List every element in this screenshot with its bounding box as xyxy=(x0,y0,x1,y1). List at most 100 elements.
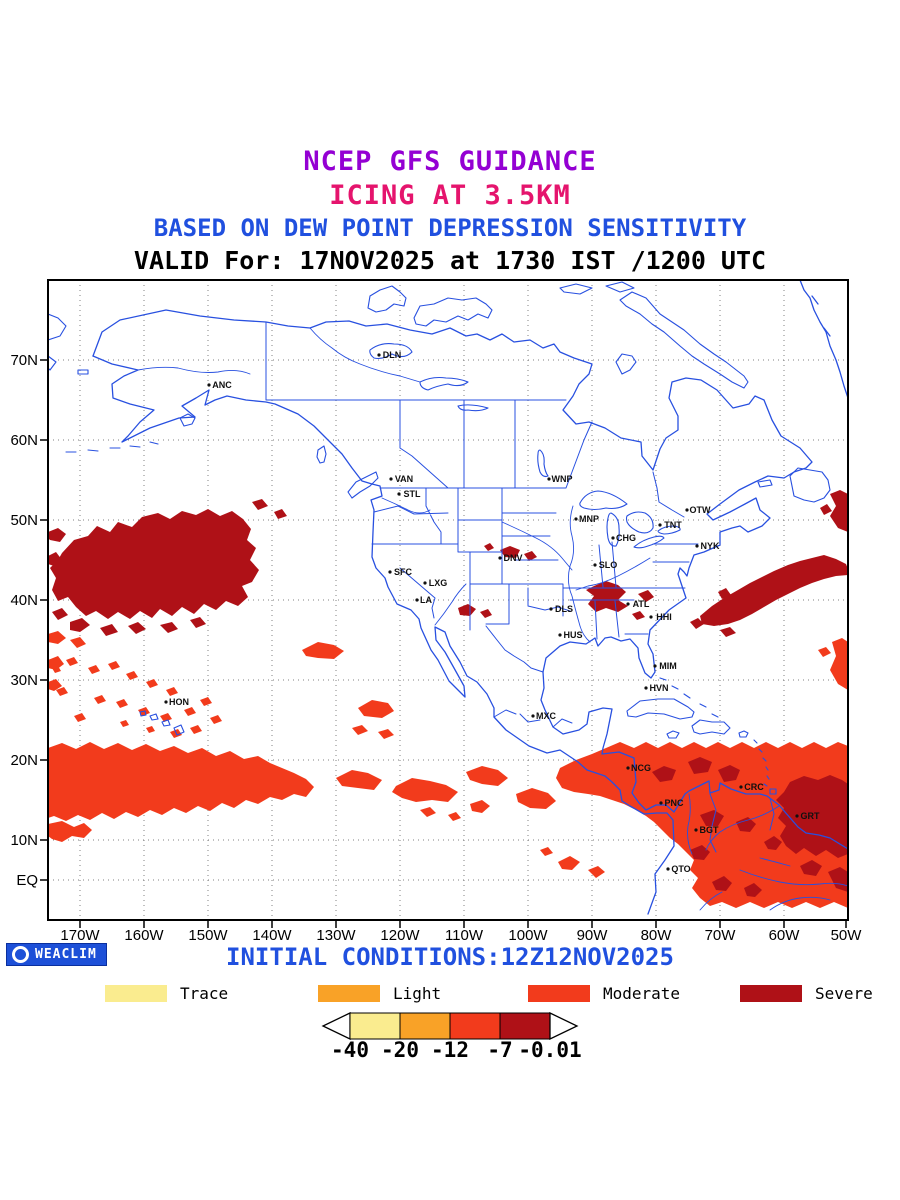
lat-label: 20N xyxy=(10,752,38,769)
city-label: HUS xyxy=(563,630,582,640)
severe-icing-layer xyxy=(48,490,848,897)
legend-label-moderate: Moderate xyxy=(603,984,681,1003)
city-label: GRT xyxy=(801,811,821,821)
city-label: STL xyxy=(404,489,422,499)
scale-tick-label: -40 xyxy=(331,1038,369,1062)
initial-conditions-text: INITIAL CONDITIONS:12Z12NOV2025 xyxy=(226,943,674,971)
coastline-arctic-atlantic xyxy=(92,309,848,850)
city-label: SFC xyxy=(394,567,413,577)
city-label: MXC xyxy=(536,711,557,721)
city-label: HON xyxy=(169,697,189,707)
scale-tick-label: -20 xyxy=(381,1038,419,1062)
greenland-coast xyxy=(799,280,848,399)
lon-label: 150W xyxy=(188,927,228,944)
weaclim-logo: WEACLIM xyxy=(6,943,107,966)
political-borders xyxy=(265,321,775,853)
lat-label: 60N xyxy=(10,432,38,449)
lat-label: EQ xyxy=(16,872,38,889)
city-label: MIM xyxy=(659,661,677,671)
lon-label: 100W xyxy=(508,927,548,944)
scale-tick-label: -7 xyxy=(487,1038,513,1062)
severe-tropical-patches xyxy=(652,757,848,897)
geography-layer xyxy=(48,280,848,915)
city-label: ATL xyxy=(633,599,650,609)
lat-label: 50N xyxy=(10,512,38,529)
valid-time-text: VALID For: 17NOV2025 at 1730 IST /1200 U… xyxy=(133,246,767,275)
city-label: VAN xyxy=(395,474,413,484)
legend-swatch-severe xyxy=(740,985,802,1002)
city-label: SLO xyxy=(599,560,618,570)
coastline-pacific xyxy=(92,355,675,915)
moderate-central-blobs xyxy=(302,642,556,813)
lon-axis-labels: 170W 160W 150W 140W 130W 120W 110W 100W … xyxy=(60,927,862,944)
lon-label: 170W xyxy=(60,927,100,944)
lat-label: 40N xyxy=(10,592,38,609)
weaclim-logo-text: WEACLIM xyxy=(35,947,97,962)
axis-ticks xyxy=(40,359,847,928)
lat-axis-labels: 70N 60N 50N 40N 30N 20N 10N EQ xyxy=(10,352,38,889)
scale-cell-trace xyxy=(349,1012,401,1040)
product-title: NCEP GFS GUIDANCE xyxy=(303,146,597,177)
city-label: BGT xyxy=(700,825,720,835)
legend-label-trace: Trace xyxy=(180,984,229,1003)
legend-swatch-light xyxy=(318,985,380,1002)
severe-pacific-blob xyxy=(48,499,287,636)
lon-label: 130W xyxy=(316,927,356,944)
lon-label: 160W xyxy=(124,927,164,944)
city-label: WNP xyxy=(552,474,573,484)
city-label: LXG xyxy=(429,578,448,588)
lon-label: 90W xyxy=(577,927,609,944)
product-subtitle: ICING AT 3.5KM xyxy=(329,180,571,211)
city-label: CRC xyxy=(744,782,764,792)
city-label: HHI xyxy=(656,612,672,622)
city-label: DLS xyxy=(555,604,573,614)
product-description: BASED ON DEW POINT DEPRESSION SENSITIVIT… xyxy=(153,214,747,242)
city-label: DNV xyxy=(503,553,522,563)
severe-atlantic-blob xyxy=(690,490,848,637)
legend-label-severe: Severe xyxy=(815,984,873,1003)
lon-label: 70W xyxy=(705,927,737,944)
lon-label: 120W xyxy=(380,927,420,944)
city-label: OTW xyxy=(690,505,711,515)
legend-swatch-trace xyxy=(105,985,167,1002)
city-labels: ANC DLN VAN STL WNP MNP CHG OTW TNT NYK … xyxy=(169,350,820,874)
lat-label: 10N xyxy=(10,832,38,849)
rivers xyxy=(137,327,848,911)
moderate-tropical-band xyxy=(48,742,314,842)
scale-right-arrow xyxy=(549,1012,579,1040)
lon-label: 80W xyxy=(641,927,673,944)
scale-tick-label: -12 xyxy=(431,1038,469,1062)
color-scale-bar xyxy=(321,1012,579,1040)
city-label: LA xyxy=(420,595,432,605)
lat-label: 30N xyxy=(10,672,38,689)
city-label: MNP xyxy=(579,514,599,524)
city-label: NCG xyxy=(631,763,651,773)
city-label: HVN xyxy=(649,683,668,693)
scale-cell-moderate xyxy=(449,1012,501,1040)
scale-tick-label: -0.01 xyxy=(518,1038,582,1062)
scale-cell-severe xyxy=(499,1012,551,1040)
lat-label: 70N xyxy=(10,352,38,369)
city-label: QTO xyxy=(671,864,690,874)
city-label: DLN xyxy=(383,350,402,360)
legend-item-trace: Trace xyxy=(105,984,228,1003)
city-label: ANC xyxy=(212,380,232,390)
legend-item-moderate: Moderate xyxy=(528,984,680,1003)
legend-label-light: Light xyxy=(393,984,442,1003)
weaclim-logo-icon xyxy=(12,946,29,963)
city-label: CHG xyxy=(616,533,636,543)
scale-cell-light xyxy=(399,1012,451,1040)
city-label: PNC xyxy=(664,798,684,808)
severe-us-specks xyxy=(458,543,654,620)
lon-label: 110W xyxy=(445,927,484,944)
scale-left-arrow xyxy=(321,1012,351,1040)
legend-swatch-moderate xyxy=(528,985,590,1002)
city-label: NYK xyxy=(700,541,720,551)
great-lakes xyxy=(369,343,681,549)
legend-item-light: Light xyxy=(318,984,441,1003)
islands xyxy=(48,281,831,795)
icing-map: 70N 60N 50N 40N 30N 20N 10N EQ 170W 160W… xyxy=(10,279,862,944)
lon-label: 140W xyxy=(252,927,292,944)
lon-label: 50W xyxy=(831,927,863,944)
legend-item-severe: Severe xyxy=(740,984,873,1003)
